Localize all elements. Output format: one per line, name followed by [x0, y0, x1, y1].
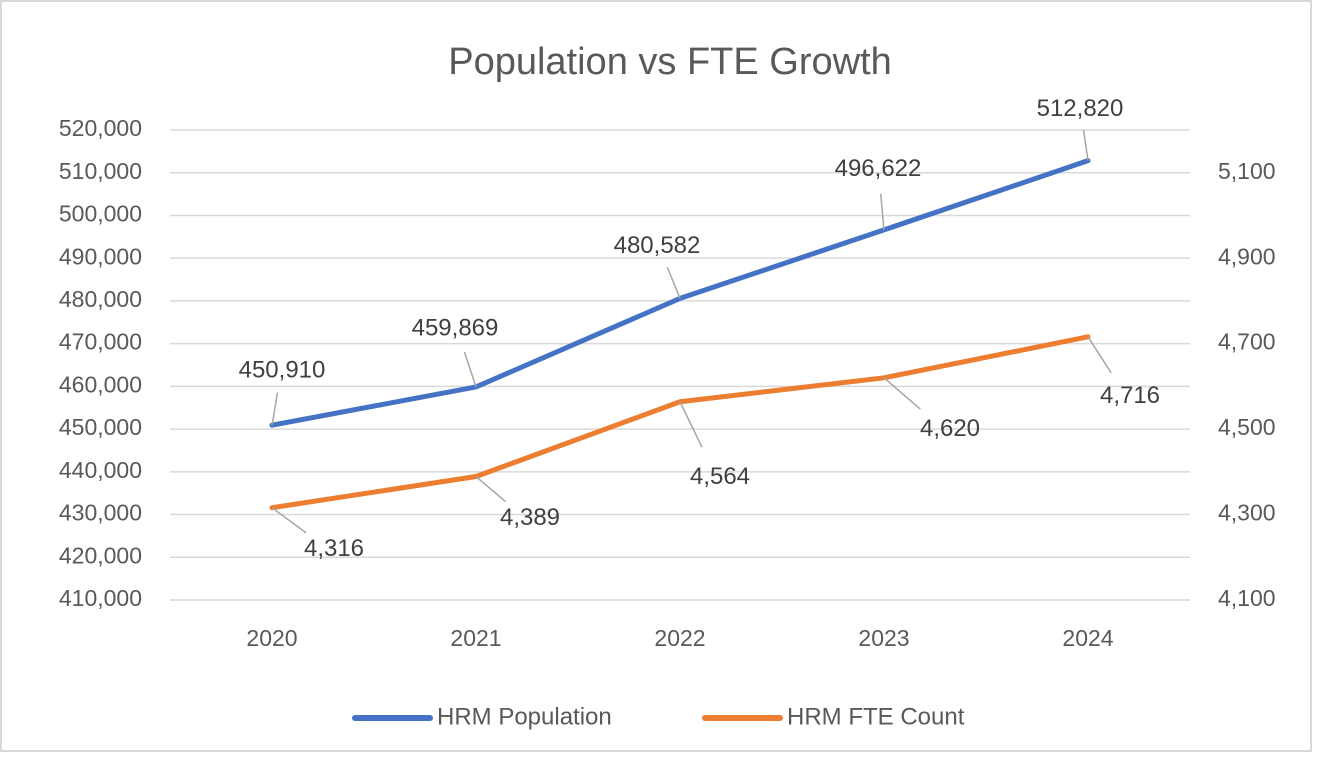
data-label: 512,820 — [1037, 95, 1124, 122]
y2-tick-label: 4,700 — [1218, 329, 1276, 355]
data-label: 4,389 — [500, 504, 560, 531]
leader-line — [475, 475, 507, 503]
y-tick-label: 430,000 — [59, 500, 142, 526]
leader-line — [879, 193, 885, 230]
y-tick-label: 490,000 — [59, 243, 142, 269]
x-tick-label: 2020 — [246, 625, 297, 651]
leader-line — [271, 507, 307, 534]
legend-label: HRM FTE Count — [787, 703, 965, 730]
leader-line — [271, 392, 279, 426]
x-tick-label: 2023 — [858, 625, 909, 651]
y-tick-label: 450,000 — [59, 414, 142, 440]
y-tick-label: 410,000 — [59, 585, 142, 611]
leader-line — [666, 266, 681, 299]
y2-tick-label: 4,300 — [1218, 500, 1276, 526]
data-label: 450,910 — [239, 357, 326, 384]
leader-line — [679, 401, 703, 448]
y-tick-label: 420,000 — [59, 542, 142, 568]
leader-line — [883, 377, 921, 410]
x-tick-label: 2022 — [654, 625, 705, 651]
data-label: 480,582 — [614, 232, 701, 259]
y2-tick-label: 4,500 — [1218, 414, 1276, 440]
leader-line — [1087, 336, 1112, 374]
x-tick-label: 2024 — [1062, 625, 1113, 651]
leader-line — [1082, 129, 1089, 161]
y-tick-label: 440,000 — [59, 457, 142, 483]
chart-title: Population vs FTE Growth — [448, 41, 892, 83]
data-label: 496,622 — [835, 155, 922, 182]
data-label: 4,620 — [920, 415, 980, 442]
data-label: 459,869 — [412, 314, 499, 341]
y-tick-label: 460,000 — [59, 371, 142, 397]
x-tick-label: 2021 — [450, 625, 501, 651]
y2-tick-label: 4,900 — [1218, 243, 1276, 269]
data-label: 4,716 — [1100, 382, 1160, 409]
y2-tick-label: 4,100 — [1218, 585, 1276, 611]
y-tick-label: 520,000 — [59, 115, 142, 141]
y2-tick-label: 5,100 — [1218, 158, 1276, 184]
leader-line — [463, 351, 477, 388]
y-tick-label: 470,000 — [59, 329, 142, 355]
series-line — [269, 334, 1091, 511]
data-label: 4,316 — [304, 535, 364, 562]
y-tick-label: 480,000 — [59, 286, 142, 312]
y-tick-label: 500,000 — [59, 201, 142, 227]
y-tick-label: 510,000 — [59, 158, 142, 184]
legend-label: HRM Population — [437, 703, 612, 730]
data-label: 4,564 — [690, 463, 750, 490]
chart-frame — [0, 0, 1312, 752]
